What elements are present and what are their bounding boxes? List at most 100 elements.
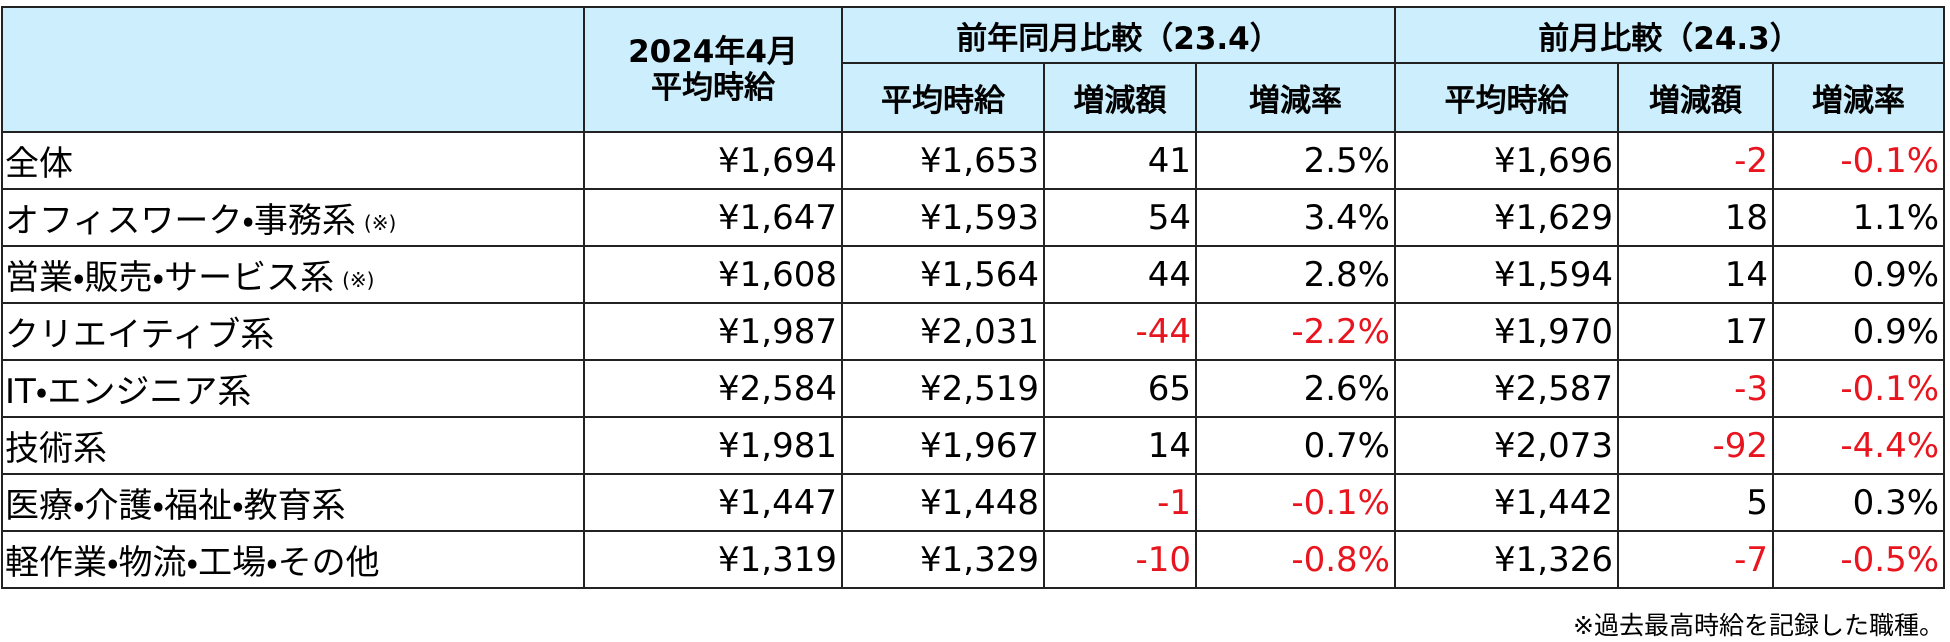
table-row: 営業・販売・サービス系 (※) ¥1,608 ¥1,564 44 2.8% ¥1,594 14… xyxy=(1,245,1946,304)
value-cell: -0.1% xyxy=(1195,473,1396,532)
header-current: 2024年4月 平均時給 xyxy=(583,6,843,133)
value-cell: 0.9% xyxy=(1771,302,1946,361)
table-row: IT・エンジニア系 ¥2,584 ¥2,519 65 2.6% ¥2,587 -3 -0.1% xyxy=(1,359,1946,418)
header-row: 2024年4月 平均時給 前年同月比較（23.4） 前月比較（24.3） xyxy=(1,6,1946,133)
wage-table: 2024年4月 平均時給 前年同月比較（23.4） 前月比較（24.3） 平均時… xyxy=(1,6,1946,589)
value-cell: 17 xyxy=(1617,302,1774,361)
value-cell: 2.8% xyxy=(1195,245,1396,304)
footnote: ※過去最高時給を記録した職種。 xyxy=(1573,611,1944,640)
value-cell: 1.1% xyxy=(1771,188,1946,247)
header-text: 2024年4月 xyxy=(628,33,798,70)
table-row: 全体 ¥1,694 ¥1,653 41 2.5% ¥1,696 -2 -0.1% xyxy=(1,131,1946,190)
header-blank xyxy=(1,6,585,133)
value-cell: 2.6% xyxy=(1195,359,1396,418)
value-cell: ¥1,967 xyxy=(841,416,1045,475)
table-row: オフィスワーク・事務系 (※) ¥1,647 ¥1,593 54 3.4% ¥1,629 18… xyxy=(1,188,1946,247)
value-cell: ¥1,694 xyxy=(583,131,843,190)
value-cell: 14 xyxy=(1043,416,1197,475)
value-cell: ¥2,073 xyxy=(1394,416,1619,475)
value-cell: -1 xyxy=(1043,473,1197,532)
row-label-cell: 営業・販売・サービス系 (※) xyxy=(1,245,585,304)
value-cell: ¥1,987 xyxy=(583,302,843,361)
value-cell: ¥1,329 xyxy=(841,530,1045,589)
table-row: クリエイティブ系 ¥1,987 ¥2,031 -44 -2.2% ¥1,970 17 0.9% xyxy=(1,302,1946,361)
row-label: 医療・介護・福祉・教育系 xyxy=(5,486,346,526)
value-cell: 54 xyxy=(1043,188,1197,247)
header-sub: 増減率 xyxy=(1195,62,1396,133)
value-cell: ¥1,593 xyxy=(841,188,1045,247)
value-cell: -0.5% xyxy=(1771,530,1946,589)
row-note: (※) xyxy=(342,267,375,292)
value-cell: ¥1,647 xyxy=(583,188,843,247)
value-cell: 2.5% xyxy=(1195,131,1396,190)
row-label: 技術系 xyxy=(5,429,107,469)
header-sub: 増減額 xyxy=(1043,62,1197,133)
table-body: 全体 ¥1,694 ¥1,653 41 2.5% ¥1,696 -2 -0.1% オフィスワーク… xyxy=(1,131,1946,589)
value-cell: ¥1,608 xyxy=(583,245,843,304)
header-group: 前年同月比較（23.4） xyxy=(841,6,1396,64)
table-row: 軽作業・物流・工場・その他 ¥1,319 ¥1,329 -10 -0.8% ¥1,326-… xyxy=(1,530,1946,589)
value-cell: ¥1,653 xyxy=(841,131,1045,190)
row-label-cell: クリエイティブ系 xyxy=(1,302,585,361)
header-sub: 平均時給 xyxy=(1394,62,1619,133)
value-cell: 5 xyxy=(1617,473,1774,532)
row-label-cell: オフィスワーク・事務系 (※) xyxy=(1,188,585,247)
value-cell: ¥1,326 xyxy=(1394,530,1619,589)
row-label: IT・エンジニア系 xyxy=(5,372,252,412)
value-cell: ¥1,319 xyxy=(583,530,843,589)
value-cell: -4.4% xyxy=(1771,416,1946,475)
value-cell: 44 xyxy=(1043,245,1197,304)
value-cell: ¥1,629 xyxy=(1394,188,1619,247)
value-cell: -10 xyxy=(1043,530,1197,589)
value-cell: -92 xyxy=(1617,416,1774,475)
row-label-cell: 技術系 xyxy=(1,416,585,475)
row-label: 軽作業・物流・工場・その他 xyxy=(5,543,380,583)
value-cell: 0.3% xyxy=(1771,473,1946,532)
value-cell: 3.4% xyxy=(1195,188,1396,247)
row-label: 営業・販売・サービス系 xyxy=(5,258,335,298)
value-cell: 0.9% xyxy=(1771,245,1946,304)
value-cell: -2.2% xyxy=(1195,302,1396,361)
header-sub: 増減率 xyxy=(1771,62,1946,133)
row-label-cell: 全体 xyxy=(1,131,585,190)
value-cell: -3 xyxy=(1617,359,1774,418)
header-row: 平均時給 増減額 増減率 平均時給 増減額 増減率 xyxy=(2,62,1946,133)
row-label-cell: 軽作業・物流・工場・その他 xyxy=(1,530,585,589)
row-label: オフィスワーク・事務系 xyxy=(5,201,356,241)
value-cell: -44 xyxy=(1043,302,1197,361)
header-text: 平均時給 xyxy=(651,69,775,106)
row-note: (※) xyxy=(363,210,397,235)
value-cell: -0.1% xyxy=(1771,131,1946,190)
row-label-cell: 医療・介護・福祉・教育系 xyxy=(1,473,585,532)
value-cell: ¥2,519 xyxy=(841,359,1045,418)
value-cell: ¥1,594 xyxy=(1394,245,1619,304)
value-cell: 41 xyxy=(1043,131,1197,190)
value-cell: ¥1,447 xyxy=(583,473,843,532)
value-cell: -2 xyxy=(1617,131,1774,190)
row-label-cell: IT・エンジニア系 xyxy=(1,359,585,418)
value-cell: -0.1% xyxy=(1771,359,1946,418)
value-cell: ¥2,584 xyxy=(583,359,843,418)
value-cell: 18 xyxy=(1617,188,1774,247)
value-cell: ¥1,696 xyxy=(1394,131,1619,190)
row-label: クリエイティブ系 xyxy=(5,315,275,355)
value-cell: 0.7% xyxy=(1195,416,1396,475)
value-cell: -0.8% xyxy=(1195,530,1396,589)
header-group: 前月比較（24.3） xyxy=(1393,6,1946,64)
value-cell: 65 xyxy=(1043,359,1197,418)
header-sub: 平均時給 xyxy=(841,62,1045,133)
value-cell: ¥2,587 xyxy=(1394,359,1619,418)
row-label: 全体 xyxy=(5,144,73,184)
header-sub: 増減額 xyxy=(1617,62,1774,133)
value-cell: ¥1,442 xyxy=(1394,473,1619,532)
table-row: 技術系 ¥1,981 ¥1,967 14 0.7% ¥2,073 -92 -4.4% xyxy=(1,416,1946,475)
value-cell: ¥1,448 xyxy=(841,473,1045,532)
value-cell: 14 xyxy=(1617,245,1774,304)
value-cell: ¥1,981 xyxy=(583,416,843,475)
value-cell: -7 xyxy=(1617,530,1774,589)
value-cell: ¥1,970 xyxy=(1394,302,1619,361)
value-cell: ¥1,564 xyxy=(841,245,1045,304)
table-row: 医療・介護・福祉・教育系 ¥1,447 ¥1,448 -1 -0.1% ¥1,442 5 0.… xyxy=(1,473,1946,532)
